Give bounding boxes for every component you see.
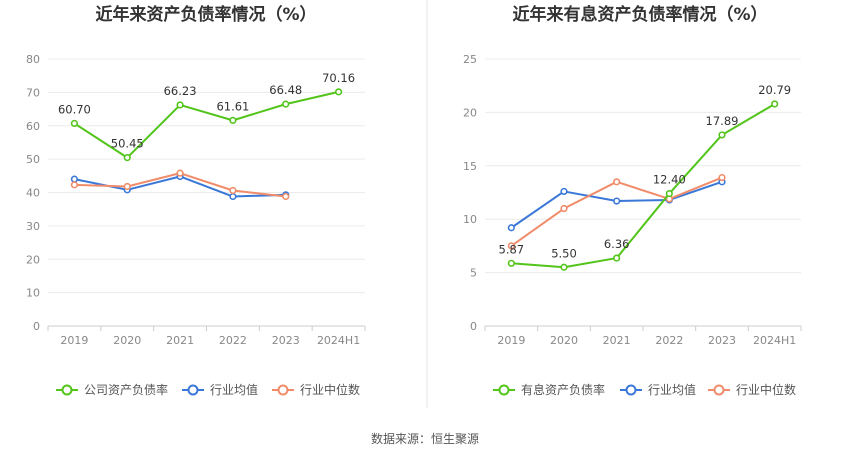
legend-marker xyxy=(187,384,199,396)
data-source: 数据来源：恒生聚源 xyxy=(371,431,479,446)
data-label: 17.89 xyxy=(706,114,739,128)
y-tick-label: 10 xyxy=(26,287,40,300)
y-tick-label: 30 xyxy=(26,220,40,233)
y-tick-label: 20 xyxy=(463,106,477,119)
data-point xyxy=(123,182,131,191)
series-line-0 xyxy=(73,90,339,159)
data-point xyxy=(176,101,184,109)
data-point xyxy=(507,259,515,267)
data-label: 12.40 xyxy=(653,173,686,187)
legend-marker xyxy=(61,384,73,396)
x-tick-label: 2023 xyxy=(272,334,300,347)
y-tick-label: 20 xyxy=(26,253,40,266)
data-point xyxy=(613,178,621,186)
debt-ratio-chart: 近年来资产负债率情况（%） 0 10 20 30 40 50 60 70 80 2019 2020 20… xyxy=(26,4,366,397)
data-point xyxy=(560,263,568,271)
legend-label: 行业均值 xyxy=(648,382,696,397)
data-point xyxy=(560,187,568,196)
data-point xyxy=(282,192,290,201)
data-point xyxy=(560,204,568,213)
data-label: 5.50 xyxy=(551,246,577,260)
data-point xyxy=(718,173,726,182)
y-tick-label: 0 xyxy=(33,320,40,333)
y-tick-label: 40 xyxy=(26,187,40,200)
data-point xyxy=(613,254,621,262)
data-point xyxy=(176,169,184,177)
legend-marker xyxy=(277,384,289,396)
legend-label: 有息资产负债率 xyxy=(521,382,605,397)
data-label: 5.87 xyxy=(499,242,525,256)
y-tick-label: 70 xyxy=(26,86,40,99)
x-tick-label: 2022 xyxy=(219,334,247,347)
x-tick-label: 2019 xyxy=(497,334,525,347)
series-line-2 xyxy=(510,176,723,247)
data-point xyxy=(665,189,673,198)
x-tick-label: 2020 xyxy=(550,334,578,347)
data-point xyxy=(229,192,237,201)
data-point xyxy=(70,181,79,189)
data-label: 70.16 xyxy=(322,71,355,85)
legend-marker xyxy=(625,384,637,396)
legend-marker xyxy=(498,384,510,396)
data-point xyxy=(70,119,79,128)
x-tick-label: 2020 xyxy=(113,334,141,347)
chart-title: 近年来资产负债率情况（%） xyxy=(95,4,316,25)
series-line-1 xyxy=(510,180,723,229)
data-label: 50.45 xyxy=(111,137,144,151)
data-label: 66.23 xyxy=(164,84,197,98)
x-tick-label: 2024H1 xyxy=(317,334,360,347)
y-tick-label: 25 xyxy=(463,53,477,66)
interest-debt-ratio-chart: 近年来有息资产负债率情况（%） 0 5 10 15 20 25 2019 2020 2021 202… xyxy=(463,4,802,397)
legend-label: 行业中位数 xyxy=(300,382,360,397)
data-point xyxy=(507,224,515,232)
legend-label: 行业均值 xyxy=(210,382,258,397)
data-label: 61.61 xyxy=(216,99,249,113)
x-tick-label: 2021 xyxy=(166,334,194,347)
legend-label: 行业中位数 xyxy=(736,382,796,397)
x-tick-label: 2023 xyxy=(708,334,736,347)
x-tick-label: 2022 xyxy=(655,334,683,347)
data-point xyxy=(771,100,779,108)
y-tick-label: 10 xyxy=(463,213,477,226)
data-point xyxy=(613,197,621,205)
y-tick-label: 60 xyxy=(26,120,40,133)
y-tick-label: 15 xyxy=(463,160,477,173)
data-label: 66.48 xyxy=(269,83,302,97)
data-point xyxy=(334,88,343,96)
data-label: 20.79 xyxy=(758,83,791,97)
legend-label: 公司资产负债率 xyxy=(84,382,168,397)
data-label: 60.70 xyxy=(58,102,91,116)
x-tick-label: 2021 xyxy=(603,334,631,347)
data-point xyxy=(282,100,290,108)
data-label: 6.36 xyxy=(604,237,630,251)
data-point xyxy=(229,186,237,195)
data-point xyxy=(718,131,726,139)
data-point xyxy=(229,116,237,124)
x-tick-label: 2019 xyxy=(60,334,88,347)
data-point xyxy=(123,154,131,162)
y-tick-label: 5 xyxy=(470,267,477,280)
data-point xyxy=(70,175,79,183)
chart-title: 近年来有息资产负债率情况（%） xyxy=(512,4,767,25)
y-tick-label: 50 xyxy=(26,153,40,166)
y-tick-label: 80 xyxy=(26,53,40,66)
legend-marker xyxy=(713,384,725,396)
x-tick-label: 2024H1 xyxy=(753,334,796,347)
y-tick-label: 0 xyxy=(470,320,477,333)
data-point xyxy=(507,242,515,250)
series-line-0 xyxy=(511,103,776,269)
